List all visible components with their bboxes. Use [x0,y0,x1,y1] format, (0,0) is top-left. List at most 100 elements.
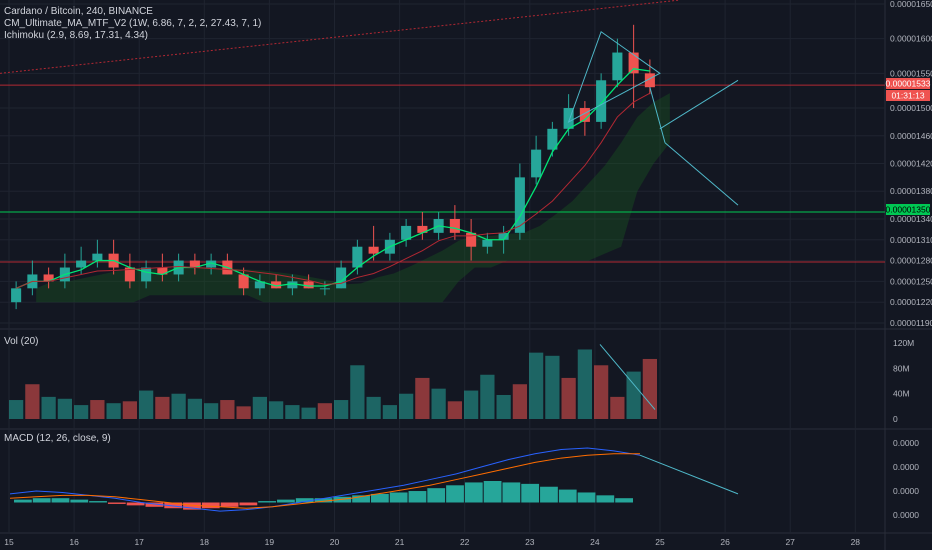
macd-histogram-bar [126,502,145,506]
macd-tick-label: 0.0000 [893,510,919,520]
y-tick-label: 0.00001460 [890,131,932,141]
ichimoku-indicator-label[interactable]: Ichimoku (2.9, 8.69, 17.31, 4.34) [4,30,148,41]
main-legend: Cardano / Bitcoin, 240, BINANCE CM_Ultim… [4,6,261,42]
candle-body [596,80,607,122]
level-tag [886,204,930,215]
candle-body [498,232,509,240]
volume-tick-label: 120M [893,338,914,348]
last-price-tag [886,78,930,89]
volume-bar [366,396,381,419]
macd-histogram-bar [502,482,521,503]
macd-histogram-bar [577,492,596,503]
candle-body [11,288,22,303]
y-tick-label: 0.00001340 [890,214,932,224]
macd-histogram-bar [464,482,483,503]
macd-histogram-bar [145,502,164,507]
macd-tick-label: 0.0000 [893,462,919,472]
volume-bar [220,400,235,419]
volume-bar [25,384,40,419]
x-tick-label: 15 [4,537,14,547]
volume-bar [334,400,349,419]
volume-bar [561,377,576,419]
macd-tick-label: 0.0000 [893,486,919,496]
projection-line-b [659,79,739,130]
x-tick-label: 19 [265,537,275,547]
candle-body [579,108,590,122]
countdown-tag [886,90,930,101]
axes: 15 16 17 18 19 20 21 22 23 24 25 26 27 28 0.00001650 0.… [4,0,932,547]
volume-bar [236,406,251,419]
macd-histogram-bar [483,481,502,503]
candle-body [466,232,477,247]
macd-histogram-bar [277,499,295,503]
macd-histogram-bar [389,492,408,503]
candle-body [319,288,330,290]
candle-body [401,225,412,240]
macd-histogram-bar [239,502,258,506]
symbol-label[interactable]: Cardano / Bitcoin, 240, BINANCE [4,6,153,17]
volume-bar [252,396,267,419]
y-tick-label: 0.00001420 [890,159,932,169]
y-tick-label: 0.00001380 [890,186,932,196]
candle-body [644,73,655,88]
volume-bar [301,407,316,419]
macd-histogram-bar [164,502,183,509]
signal-line [9,453,640,509]
slow-ma-line [15,92,651,289]
macd-histogram-bar [201,502,220,509]
volume-tick-label: 0 [893,414,898,424]
volume-bar [626,371,641,419]
x-tick-label: 26 [720,537,730,547]
candle-body [514,177,525,233]
x-tick-label: 24 [590,537,600,547]
volume-bar [577,349,592,419]
volume-bar [431,388,446,419]
macd-histogram-bar [427,488,446,503]
macd-histogram-bar [183,502,201,510]
volume-bar [74,405,89,419]
macd-histogram-bar [70,499,89,503]
volume-indicator-label[interactable]: Vol (20) [4,336,39,347]
candle-body [417,225,428,233]
macd-legend: MACD (12, 26, close, 9) [4,433,111,445]
volume-bar [594,365,609,419]
x-tick-label: 28 [851,537,861,547]
macd-indicator-label[interactable]: MACD (12, 26, close, 9) [4,433,111,444]
volume-bar [512,384,527,419]
x-tick-label: 27 [785,537,795,547]
macd-histogram-bar [596,495,615,503]
volume-bar [480,374,495,419]
candle-body [612,52,623,81]
candle-body [287,281,298,289]
ma-indicator-label[interactable]: CM_Ultimate_MA_MTF_V2 (1W, 6.86, 7, 2, 2… [4,18,262,29]
candle-body [157,267,168,275]
volume-bar [529,352,544,419]
countdown-value: 01:31:13 [891,91,924,101]
volume-bar [269,401,284,419]
x-tick-label: 22 [460,537,470,547]
candle-body [531,149,542,178]
volume-bar [610,396,625,419]
macd-histogram-bar [14,499,32,503]
macd-histogram-bar [558,489,577,503]
y-tick-label: 0.00001310 [890,235,932,245]
candle-body [189,260,200,268]
macd-tick-label: 0.0000 [893,438,919,448]
volume-bar [106,403,121,419]
x-tick-label: 25 [655,537,665,547]
volume-bar [155,396,170,419]
candle-body [92,253,103,261]
macd-histogram-bar [446,485,464,503]
candle-body [628,52,639,74]
moving-average-lines [15,68,651,289]
candle-body [563,108,574,129]
volume-bar [350,365,365,419]
candle-body [303,281,314,289]
y-tick-label: 0.00001280 [890,256,932,266]
volume-legend: Vol (20) [4,336,38,348]
macd-histogram-bar [51,498,70,503]
macd-histogram-bar [352,495,370,503]
macd-histogram-bar [107,502,126,504]
